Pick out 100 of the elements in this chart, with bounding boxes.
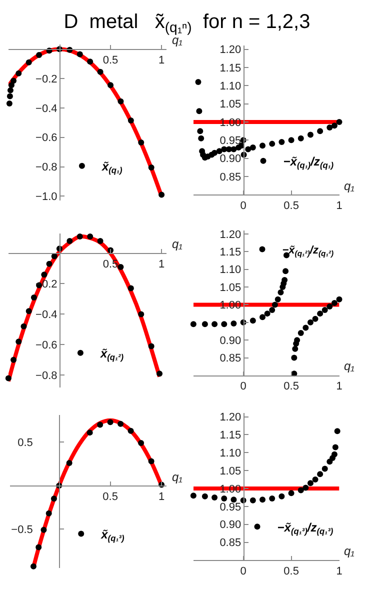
point — [336, 296, 342, 302]
point — [41, 272, 48, 278]
point — [307, 132, 314, 138]
point — [298, 135, 304, 142]
y-tick-label: −0.6 — [36, 132, 58, 144]
point — [260, 142, 266, 149]
x-tick-label: 0 — [240, 380, 246, 393]
point — [10, 78, 17, 84]
point — [158, 192, 165, 198]
point — [322, 307, 328, 314]
point — [332, 444, 338, 450]
point — [272, 302, 278, 308]
x-axis-title: q₁ — [172, 237, 183, 251]
y-tick-label: 1.10 — [220, 264, 242, 276]
y-tick-label: −0.2 — [36, 73, 58, 86]
point — [307, 480, 314, 486]
point — [16, 338, 22, 345]
point — [128, 428, 134, 434]
point — [282, 268, 289, 274]
point — [331, 300, 338, 306]
point — [108, 82, 114, 88]
x-tick-label: 0 — [240, 565, 246, 578]
point — [302, 324, 309, 331]
x-tick-label: 0.5 — [284, 565, 299, 578]
y-tick-label: 0.95 — [220, 135, 242, 148]
point — [312, 316, 318, 322]
point — [20, 323, 27, 330]
point — [148, 458, 154, 464]
point — [196, 108, 202, 114]
legend-label: −x̃$_{(q₁)}$/z$_{(q₁)}$ — [283, 154, 334, 170]
y-tick-label: 0.85 — [220, 171, 242, 184]
point — [282, 276, 288, 283]
point — [278, 289, 284, 296]
x-axis-title: q₁ — [344, 179, 355, 193]
x-tick-label: 0.5 — [284, 200, 299, 212]
point — [230, 320, 237, 326]
point — [156, 370, 163, 377]
point — [66, 238, 73, 244]
x-tick-label: 1 — [336, 380, 342, 393]
point — [298, 487, 304, 494]
x-tick-label: 1 — [336, 565, 342, 578]
point — [36, 544, 42, 550]
y-tick-label: 1.20 — [220, 228, 242, 241]
point — [322, 466, 328, 472]
point — [46, 510, 52, 516]
point — [138, 440, 144, 446]
point — [221, 496, 228, 502]
point — [8, 82, 14, 88]
point — [26, 59, 32, 66]
x-tick-label: 1 — [158, 54, 165, 66]
point — [76, 233, 83, 240]
x-tick-label: 1 — [158, 490, 165, 503]
y-tick-label: 1.15 — [220, 430, 242, 442]
y-tick-label: −0.8 — [36, 370, 58, 382]
y-tick-label: 1.15 — [220, 62, 242, 74]
legend-label: x̃$_{(q₁³)}$ — [100, 527, 124, 543]
point — [40, 526, 47, 533]
point — [36, 52, 42, 58]
y-tick-label: 1.05 — [220, 282, 242, 294]
point — [264, 310, 270, 317]
point — [86, 430, 93, 436]
y-tick-label: −0.5 — [11, 524, 33, 536]
point — [230, 496, 237, 503]
point — [190, 492, 196, 499]
point — [190, 321, 196, 328]
point — [302, 484, 309, 491]
y-tick-label: 1.05 — [220, 98, 242, 111]
y-tick-label: 1.05 — [220, 465, 242, 478]
point — [16, 70, 22, 76]
point — [312, 476, 318, 483]
legend-label: −x̃$_{(q₁³)}$/z$_{(q₁³)}$ — [277, 520, 334, 536]
point — [138, 140, 144, 146]
point — [269, 307, 276, 314]
point — [66, 460, 72, 466]
point — [5, 375, 12, 382]
series-label: −x̃$_{(q₁²)}$/z$_{(q₁²)}$ — [282, 244, 334, 258]
point — [269, 140, 276, 147]
point — [97, 238, 104, 244]
y-tick-label: 1.20 — [220, 44, 242, 56]
y-tick-label: 0.90 — [220, 153, 242, 166]
x-tick-label: 1 — [336, 200, 342, 212]
point — [138, 311, 144, 318]
point — [288, 137, 294, 144]
point — [6, 93, 13, 100]
point — [46, 260, 52, 267]
x-tick-label: 0 — [240, 200, 246, 212]
x-axis-title: q₁ — [172, 470, 183, 484]
x-axis-title: q₁ — [344, 544, 355, 558]
point — [87, 233, 94, 240]
x-axis-title: q₁ — [344, 359, 355, 373]
point — [250, 497, 256, 504]
y-tick-label: −0.8 — [36, 162, 58, 174]
point — [118, 98, 124, 104]
point — [50, 496, 57, 502]
point — [292, 346, 298, 352]
point — [260, 314, 266, 320]
point — [269, 496, 276, 502]
y-tick-label: 1.10 — [220, 447, 242, 460]
y-tick-label: −0.4 — [36, 309, 58, 322]
point — [298, 330, 304, 336]
